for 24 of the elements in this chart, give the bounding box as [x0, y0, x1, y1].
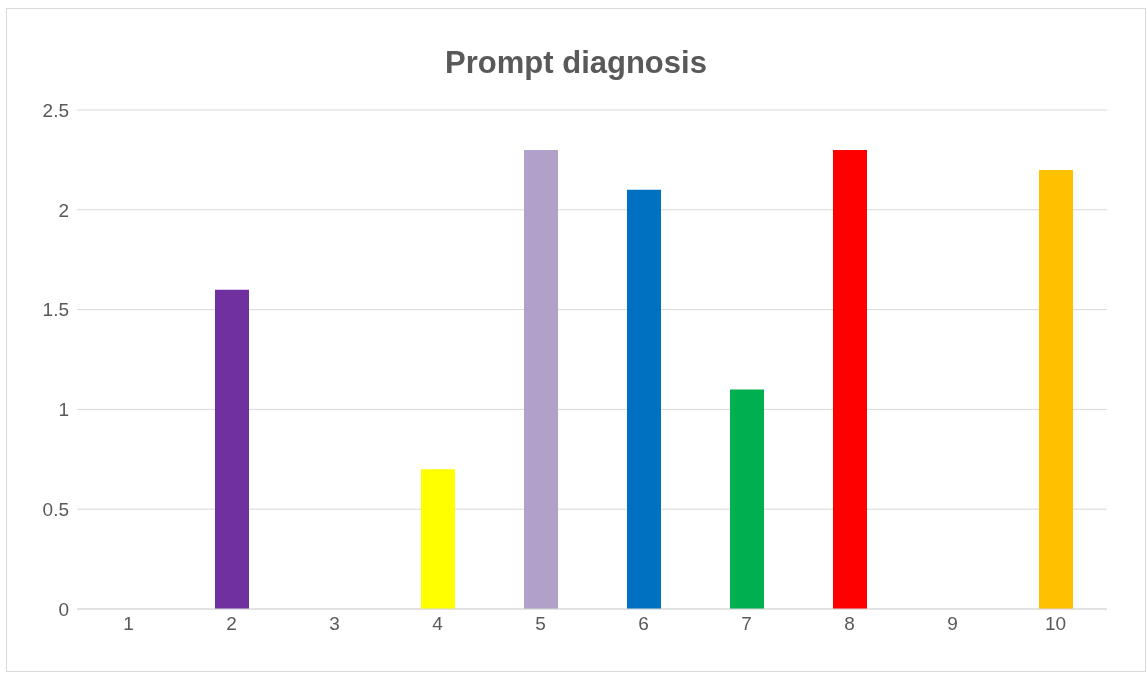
bar — [1039, 169, 1073, 609]
y-tick-label: 0 — [58, 598, 69, 620]
y-tick-label: 0.5 — [42, 498, 69, 520]
bar — [833, 149, 867, 609]
x-tick-label: 3 — [329, 613, 340, 635]
bar — [421, 469, 455, 609]
x-tick-label: 4 — [432, 613, 444, 635]
y-tick-label: 1.5 — [42, 299, 69, 321]
x-tick-label: 5 — [535, 613, 546, 635]
y-tick-label: 1 — [58, 399, 69, 421]
y-tick-label: 2.5 — [42, 99, 69, 121]
bar — [730, 389, 764, 609]
bar — [215, 289, 249, 609]
x-tick-label: 2 — [226, 613, 237, 635]
bar — [627, 189, 661, 609]
x-tick-label: 6 — [638, 613, 649, 635]
x-tick-label: 10 — [1044, 613, 1067, 635]
y-tick-label: 2 — [58, 199, 69, 221]
bar — [524, 149, 558, 609]
x-tick-label: 7 — [741, 613, 752, 635]
x-tick-label: 1 — [123, 613, 134, 635]
chart-title: Prompt diagnosis — [444, 45, 708, 81]
x-tick-label: 8 — [844, 613, 855, 635]
x-tick-label: 9 — [947, 613, 958, 635]
